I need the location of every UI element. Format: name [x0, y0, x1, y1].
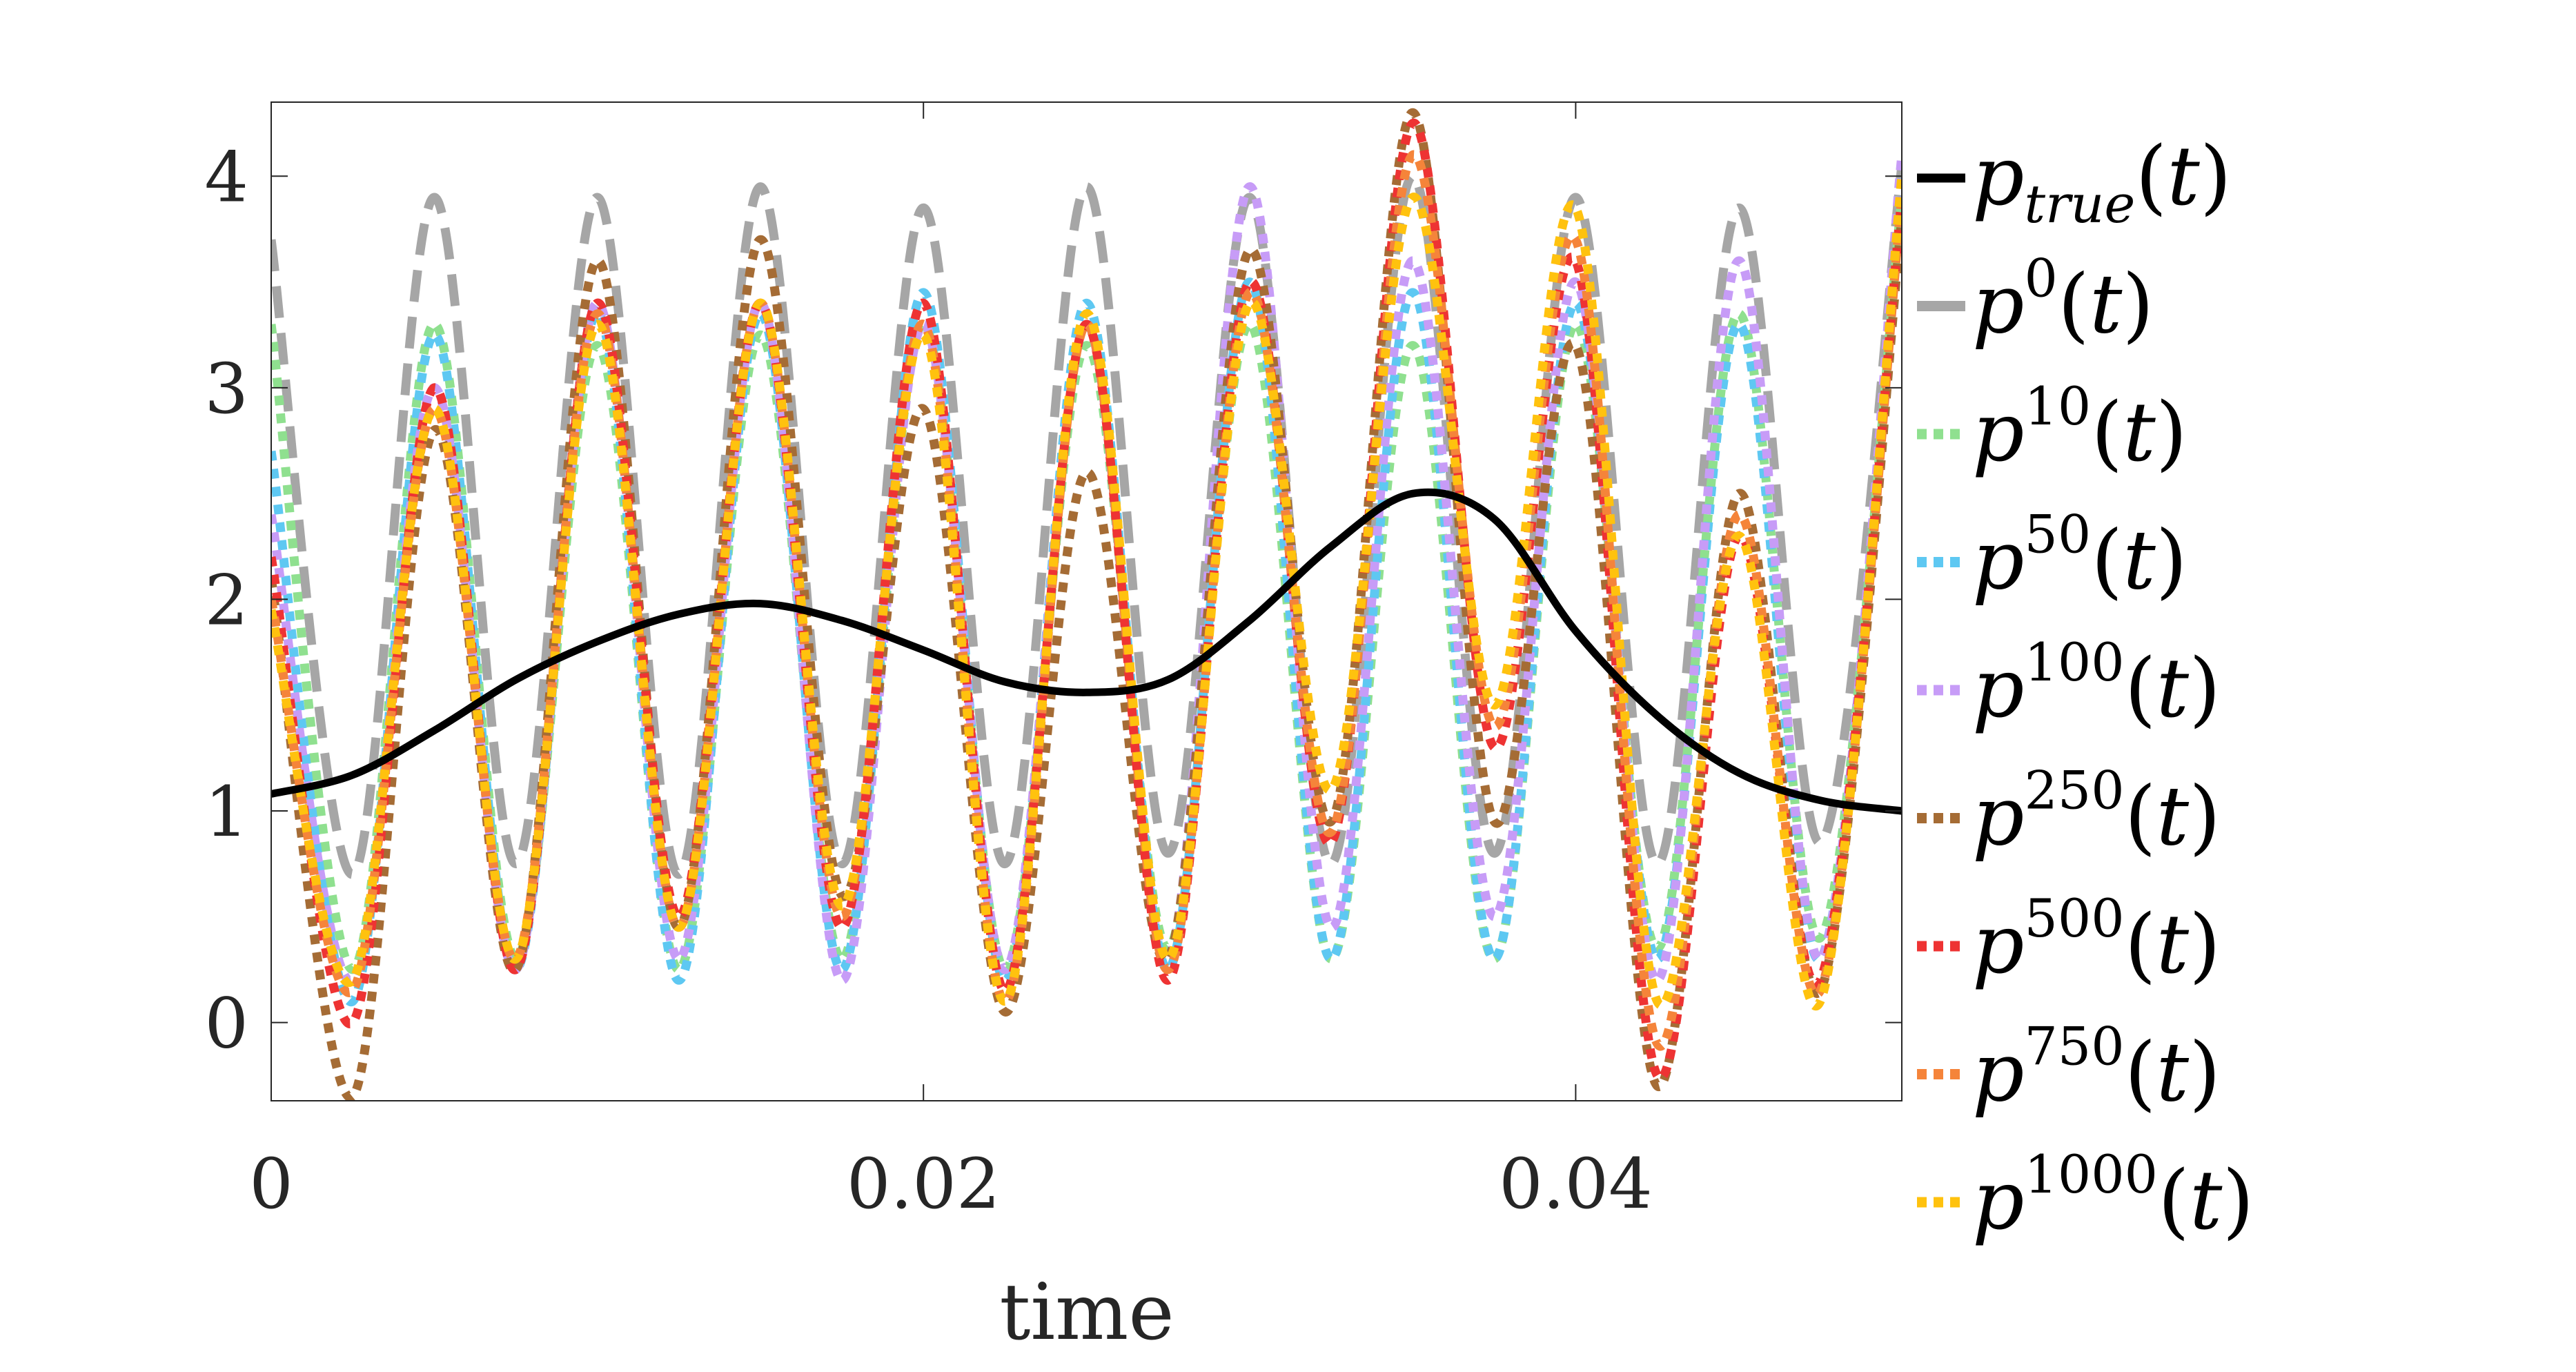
- series-line-p-0-t: [271, 165, 1902, 879]
- legend: ptrue(t) p0(t) p10(t) p50(t) p100(t) p250(t) p…: [1917, 128, 2254, 1248]
- plot-area-frame: [271, 101, 1902, 1101]
- legend-entry-label: p1000(t): [1972, 1144, 2254, 1248]
- series-layer: [271, 108, 1902, 1101]
- x-tick-label: 0.04: [1499, 1144, 1653, 1224]
- y-tick-label: 1: [204, 772, 248, 852]
- y-tick-label: 3: [204, 349, 248, 429]
- x-tick-label: 0.02: [847, 1144, 1001, 1224]
- legend-entry-label: p500(t): [1972, 888, 2221, 992]
- series-line-p-1000-t: [271, 175, 1902, 1010]
- y-tick-label: 2: [204, 560, 248, 640]
- axis-ticks: 0 0.02 0.04 0 1 2 3 4: [204, 102, 1902, 1224]
- legend-entry-label: p0(t): [1972, 248, 2154, 352]
- x-tick-label: 0: [249, 1144, 293, 1224]
- legend-entry-label: p100(t): [1972, 631, 2221, 736]
- legend-entry-label: p10(t): [1972, 375, 2187, 480]
- series-line-p-250-t: [271, 108, 1902, 1101]
- legend-entry-label: p250(t): [1972, 760, 2221, 864]
- series-line-p-10-t: [271, 197, 1902, 974]
- x-axis-label: time: [999, 1268, 1174, 1358]
- legend-entry-label: ptrue(t): [1972, 128, 2232, 235]
- legend-entry-label: p50(t): [1972, 504, 2187, 608]
- series-line-p-true-t: [271, 488, 1902, 815]
- y-tick-label: 0: [204, 983, 248, 1064]
- y-tick-label: 4: [204, 137, 248, 217]
- legend-entry-label: p750(t): [1972, 1016, 2221, 1120]
